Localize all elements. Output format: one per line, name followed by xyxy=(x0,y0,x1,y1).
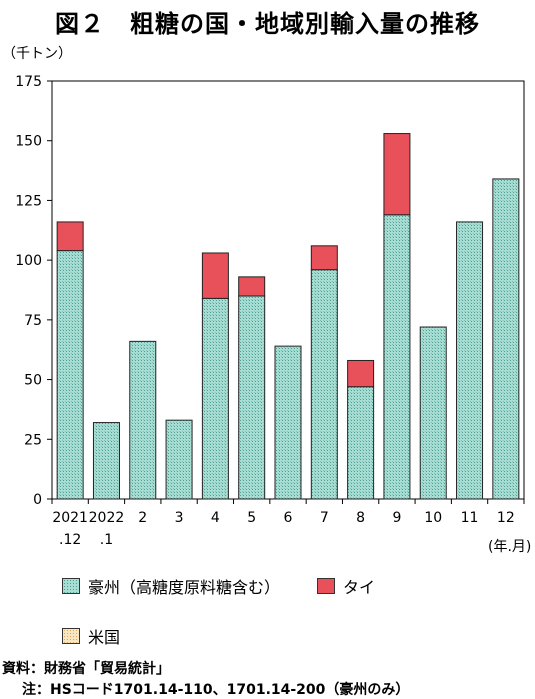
bar-aus xyxy=(310,269,338,500)
legend-item-thai: タイ xyxy=(317,574,375,598)
x-tick-label: .12 xyxy=(59,532,81,548)
legend-swatch-us xyxy=(62,628,80,644)
y-unit-label: （千トン） xyxy=(2,46,72,62)
x-tick-label: 2022 xyxy=(89,510,125,526)
y-tick-label: 125 xyxy=(15,193,42,209)
x-unit-label: (年.月) xyxy=(488,539,531,555)
y-tick-label: 0 xyxy=(33,492,42,508)
x-tick-label: 3 xyxy=(175,510,184,526)
bar-aus xyxy=(383,214,411,500)
x-tick-label: 4 xyxy=(211,510,220,526)
x-tick-label: 2 xyxy=(138,510,147,526)
bar-aus xyxy=(56,250,84,500)
legend-label-us: 米国 xyxy=(88,628,121,647)
bar-thai xyxy=(347,359,375,388)
bar-aus xyxy=(347,386,375,500)
x-tick-label: 10 xyxy=(424,510,442,526)
x-tick-label: 12 xyxy=(497,510,515,526)
chart-title: 図２ 粗糖の国・地域別輸入量の推移 xyxy=(55,10,480,38)
bar-thai xyxy=(310,245,338,271)
bar-aus xyxy=(456,221,484,500)
legend-label-aus: 豪州（高糖度原料糖含む） xyxy=(88,578,281,597)
y-tick-label: 150 xyxy=(15,134,42,150)
x-tick-label: 2021 xyxy=(52,510,88,526)
legend-swatch-thai xyxy=(317,578,335,594)
bar-thai xyxy=(56,221,84,252)
bar-aus xyxy=(165,419,193,500)
bar-aus xyxy=(492,178,520,500)
y-tick-label: 25 xyxy=(24,432,42,448)
hs-code-note: 注：HSコード1701.14-110、1701.14-200（豪州のみ） xyxy=(22,682,410,698)
x-tick-label: 7 xyxy=(320,510,329,526)
legend-swatch-aus xyxy=(62,578,80,594)
bar-thai xyxy=(238,276,266,297)
y-tick-label: 175 xyxy=(15,74,42,90)
bar-aus xyxy=(274,345,302,500)
x-tick-label: 11 xyxy=(461,510,479,526)
bar-aus xyxy=(92,422,120,500)
bar-aus xyxy=(238,295,266,500)
x-tick-label: 5 xyxy=(247,510,256,526)
x-tick-label: 8 xyxy=(356,510,365,526)
y-tick-label: 75 xyxy=(24,313,42,329)
legend-item-aus: 豪州（高糖度原料糖含む） xyxy=(62,574,280,598)
bar-aus xyxy=(201,297,229,500)
y-tick-label: 50 xyxy=(24,373,42,389)
source-note: 資料：財務省「貿易統計」 xyxy=(2,661,170,677)
x-tick-label: .1 xyxy=(100,532,113,548)
x-tick-label: 9 xyxy=(392,510,401,526)
y-tick-label: 100 xyxy=(15,253,42,269)
bar-aus xyxy=(129,340,157,500)
legend-item-us: 米国 xyxy=(62,624,120,648)
bar-thai xyxy=(201,252,229,299)
x-tick-label: 6 xyxy=(284,510,293,526)
bar-aus xyxy=(419,326,447,500)
bar-thai xyxy=(383,133,411,216)
legend-label-thai: タイ xyxy=(343,578,376,597)
